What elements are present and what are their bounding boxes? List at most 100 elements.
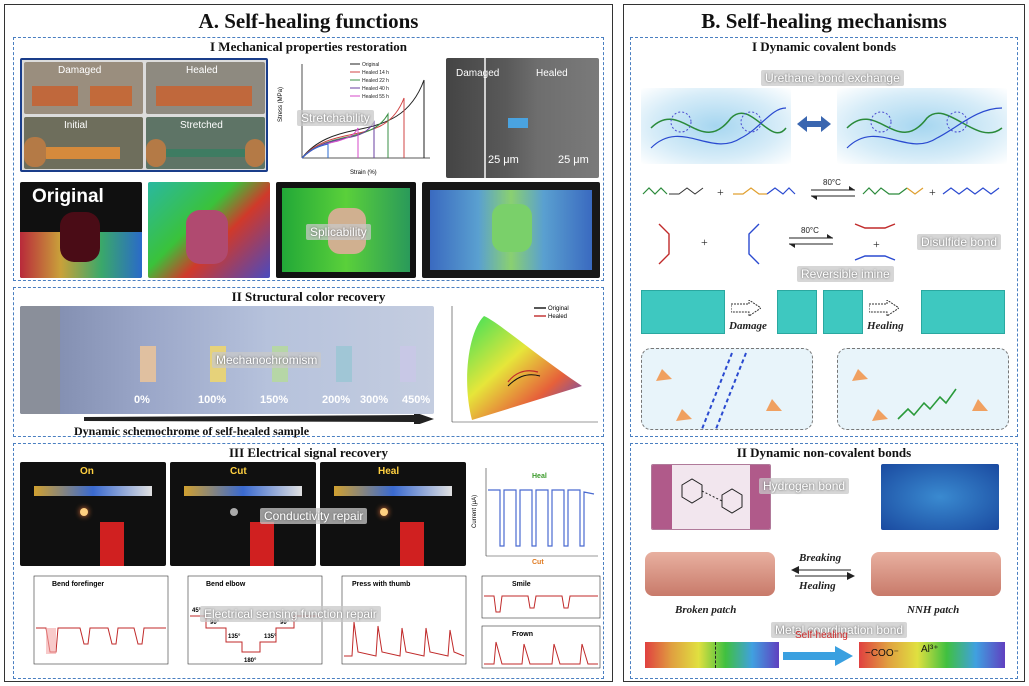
conductivity-overlay: Conductivity repair xyxy=(260,508,368,524)
svg-text:+: + xyxy=(717,185,724,199)
label-cut: Cut xyxy=(230,466,247,477)
splicability-overlay: Splicability xyxy=(306,224,371,240)
rainbow-strip-damaged xyxy=(645,642,779,668)
plot-label-thumb: Press with thumb xyxy=(352,581,410,588)
section-electrical: III Electrical signal recovery On Cut He… xyxy=(13,443,604,679)
damage-arrow xyxy=(731,300,761,316)
photo-led-on: On xyxy=(20,462,166,566)
broken-patch xyxy=(645,552,775,596)
disulfide-reaction: + 80°C + xyxy=(658,223,896,265)
label-self-healing: Self-healing xyxy=(795,630,848,641)
imine-overlay: Reversible imine xyxy=(797,266,894,282)
rainbow-strip-healed: −COO⁻ Al³⁺ xyxy=(859,642,1005,668)
current-ylabel: Current (μA) xyxy=(472,495,478,528)
panel-a: A. Self-healing functions I Mechanical p… xyxy=(4,4,613,682)
label-on: On xyxy=(80,466,94,477)
plot-label-elbow: Bend elbow xyxy=(206,581,246,588)
plot-smile: Smile xyxy=(481,575,601,619)
section-covalent-title: I Dynamic covalent bonds xyxy=(751,39,897,54)
photo-stretched: Stretched xyxy=(146,117,265,169)
plot-frown: Frown xyxy=(481,625,601,669)
block-damaged-b xyxy=(823,290,863,334)
section-structural: II Structural color recovery 0% 100% 150… xyxy=(13,287,604,438)
strain-100: 100% xyxy=(198,394,227,406)
strain-150: 150% xyxy=(260,394,289,406)
label-healing: Healing xyxy=(867,320,904,332)
label-damage: Damage xyxy=(729,320,767,332)
sem-image: Damaged Healed 25 μm 25 μm xyxy=(446,58,599,178)
label-breaking: Breaking xyxy=(799,552,842,564)
legend-22h: Healed 22 h xyxy=(362,78,389,84)
strain-200: 200% xyxy=(322,394,351,406)
section-electrical-title: III Electrical signal recovery xyxy=(229,445,388,460)
label-heal: Heal xyxy=(378,466,400,477)
urethane-reaction: + 80°C + xyxy=(642,178,1000,200)
self-heal-arrow xyxy=(783,646,853,666)
chart-heal-label: Heal xyxy=(532,473,547,480)
photo-healed: Healed xyxy=(146,62,265,114)
nnh-patch xyxy=(871,552,1001,596)
plot-label-frown: Frown xyxy=(512,631,533,638)
hbond-structure xyxy=(651,464,771,530)
angle-90b: 90° xyxy=(280,620,290,626)
network-zoom-damaged xyxy=(641,348,813,430)
sem-damaged-label: Damaged xyxy=(456,68,500,79)
current-chart: Heal Cut Current (μA) xyxy=(472,468,598,566)
angle-45: 45° xyxy=(192,608,202,614)
photo-initial: Initial xyxy=(24,117,143,169)
urethane-overlay: Urethane bond exchange xyxy=(761,70,904,86)
plot-label-smile: Smile xyxy=(512,581,531,588)
strain-300: 300% xyxy=(360,394,389,406)
sensing-overlay: Electrical sensing function repair xyxy=(200,606,381,622)
photo-bear-colored xyxy=(148,182,270,278)
panel-b-title: B. Self-healing mechanisms xyxy=(701,9,947,33)
svg-text:+: + xyxy=(701,235,708,249)
strain-arrow xyxy=(84,414,434,424)
label-original: Original xyxy=(32,186,104,207)
angle-135: 135° xyxy=(228,634,241,640)
plot-bend-elbow: Bend elbow 45° 90° 135° 180° 135° 90° xyxy=(187,575,323,665)
polymer-network-left xyxy=(641,88,791,164)
label-coo: −COO⁻ xyxy=(865,648,899,659)
angle-180: 180° xyxy=(244,658,257,664)
label-initial: Initial xyxy=(64,120,88,131)
cie-legend-original: Original xyxy=(548,306,569,312)
block-healed xyxy=(921,290,1005,334)
label-damaged: Damaged xyxy=(58,65,102,76)
label-nnh-patch: NNH patch xyxy=(907,604,960,616)
polymer-network-right xyxy=(837,88,1007,164)
chart-cut-label: Cut xyxy=(532,559,544,566)
scale-bar-1: 25 μm xyxy=(488,154,519,166)
disulfide-overlay: Disulfide bond xyxy=(917,234,1002,250)
angle-90: 90° xyxy=(210,620,220,626)
temp-2: 80°C xyxy=(801,226,819,235)
svg-text:+: + xyxy=(929,185,936,199)
strain-xlabel: Strain (%) xyxy=(350,170,377,176)
plot-label-forefinger: Bend forefinger xyxy=(52,581,104,588)
legend-original: Original xyxy=(362,62,379,68)
section-covalent: I Dynamic covalent bonds Urethane bond e… xyxy=(630,37,1018,437)
cie-legend-healed: Healed xyxy=(548,314,567,320)
legend-40h: Healed 40 h xyxy=(362,86,389,92)
photo-group-d: Damaged Healed Initial Stretched xyxy=(20,58,268,172)
reversible-arrows xyxy=(791,566,855,580)
svg-text:+: + xyxy=(873,237,880,251)
sem-healed-label: Healed xyxy=(536,68,568,79)
hbond-overlay: Hydrogen bond xyxy=(759,478,850,494)
schemochrome-caption: Dynamic schemochrome of self-healed samp… xyxy=(74,424,310,438)
temp-1: 80°C xyxy=(823,178,841,187)
healing-arrow xyxy=(869,300,899,316)
strain-0: 0% xyxy=(134,394,150,406)
nnh-structure xyxy=(881,464,999,530)
panel-b: B. Self-healing mechanisms I Dynamic cov… xyxy=(623,4,1025,682)
scale-bar-2: 25 μm xyxy=(558,154,589,166)
panel-a-title: A. Self-healing functions xyxy=(198,9,419,33)
plot-press-thumb: Press with thumb xyxy=(341,575,467,665)
section-mechanical: I Mechanical properties restoration Dama… xyxy=(13,37,604,281)
stress-ylabel: Stress (MPa) xyxy=(278,87,284,122)
network-zoom-healed xyxy=(837,348,1009,430)
metal-overlay: Metal coordination bond xyxy=(771,622,908,638)
block-damaged-a xyxy=(777,290,817,334)
mechanochromism-overlay: Mechanochromism xyxy=(212,352,322,368)
block-original xyxy=(641,290,725,334)
